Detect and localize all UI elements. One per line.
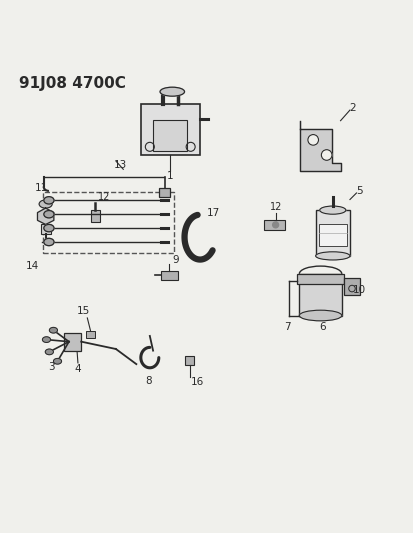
Text: 15: 15: [76, 306, 90, 316]
Circle shape: [307, 134, 318, 145]
Polygon shape: [38, 208, 54, 224]
Ellipse shape: [44, 211, 54, 218]
Text: 5: 5: [355, 185, 362, 196]
Text: 12: 12: [269, 202, 282, 212]
Bar: [159, 188, 170, 197]
Bar: [153, 120, 187, 151]
Bar: [86, 331, 95, 337]
Bar: [318, 224, 346, 246]
Bar: [161, 271, 177, 280]
Text: 12: 12: [97, 192, 110, 203]
Text: 17: 17: [206, 207, 220, 217]
Ellipse shape: [45, 349, 53, 355]
Ellipse shape: [44, 224, 54, 232]
Ellipse shape: [299, 310, 341, 321]
Bar: [343, 278, 359, 295]
Bar: [90, 209, 100, 222]
Text: 3: 3: [48, 362, 55, 372]
Text: 13: 13: [114, 160, 127, 170]
Bar: [64, 333, 81, 351]
Bar: [43, 192, 174, 253]
Ellipse shape: [44, 197, 54, 204]
Bar: [263, 220, 285, 230]
Bar: [296, 274, 343, 285]
Circle shape: [271, 221, 279, 229]
Ellipse shape: [39, 200, 52, 208]
Ellipse shape: [319, 206, 345, 214]
Ellipse shape: [160, 87, 184, 96]
Circle shape: [320, 150, 331, 160]
Text: 6: 6: [318, 322, 325, 332]
Text: 2: 2: [349, 103, 355, 113]
Ellipse shape: [44, 238, 54, 246]
Text: 7: 7: [283, 322, 290, 332]
Text: 10: 10: [352, 285, 366, 295]
Text: 14: 14: [26, 261, 39, 271]
Text: 16: 16: [190, 377, 203, 387]
Text: 4: 4: [74, 365, 81, 374]
Polygon shape: [299, 120, 340, 171]
Bar: [140, 104, 199, 155]
Ellipse shape: [42, 337, 50, 343]
Text: 1: 1: [166, 171, 173, 181]
Text: 8: 8: [145, 376, 152, 386]
Bar: [40, 224, 50, 234]
Text: 11: 11: [35, 183, 48, 192]
Ellipse shape: [53, 358, 62, 364]
Ellipse shape: [49, 327, 57, 333]
Text: 9: 9: [172, 255, 179, 265]
Bar: [185, 357, 194, 365]
Ellipse shape: [315, 252, 349, 260]
Bar: [315, 210, 349, 256]
Text: 91J08 4700C: 91J08 4700C: [19, 76, 126, 91]
Bar: [299, 274, 341, 316]
